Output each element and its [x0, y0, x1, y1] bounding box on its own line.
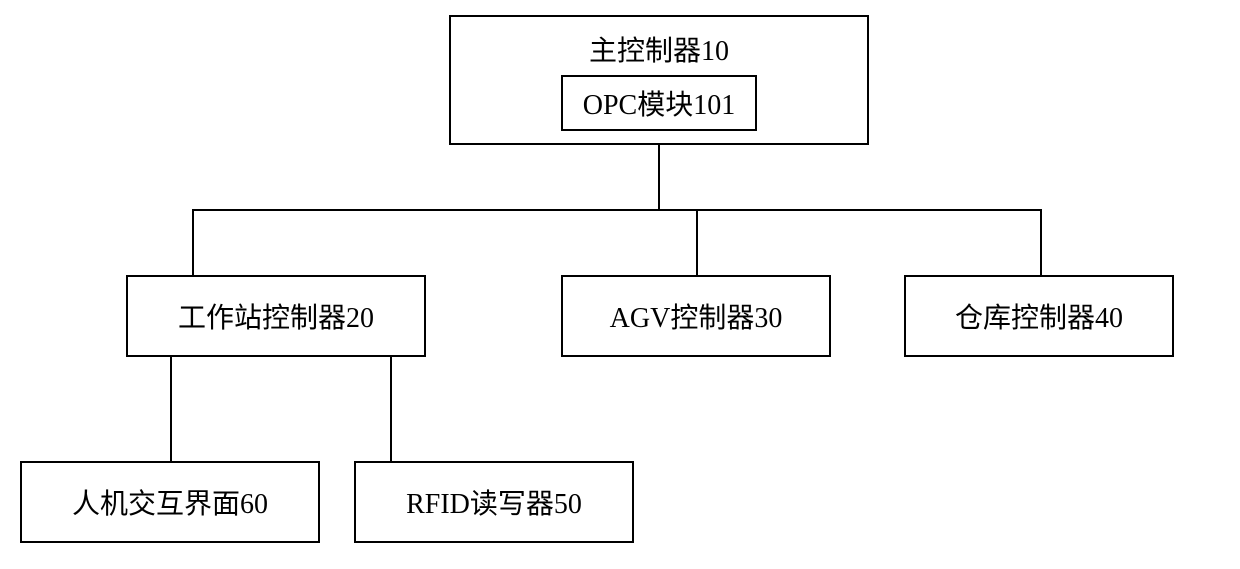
- node-label: 人机交互界面60: [72, 482, 268, 522]
- edge-ws-to-rfid: [390, 357, 392, 461]
- node-label: AGV控制器30: [610, 296, 783, 336]
- edge-drop-workstation: [192, 209, 194, 275]
- system-diagram: 主控制器10 OPC模块101 工作站控制器20 AGV控制器30 仓库控制器4…: [0, 0, 1240, 569]
- node-opc-module: OPC模块101: [561, 75, 757, 131]
- node-agv-controller: AGV控制器30: [561, 275, 831, 357]
- edge-drop-agv: [696, 209, 698, 275]
- edge-main-bus: [192, 209, 1042, 211]
- edge-drop-warehouse: [1040, 209, 1042, 275]
- edge-main-stem: [658, 145, 660, 209]
- node-label: OPC模块101: [583, 90, 735, 121]
- node-warehouse-controller: 仓库控制器40: [904, 275, 1174, 357]
- node-label: 主控制器10: [589, 29, 729, 69]
- node-label: 仓库控制器40: [955, 296, 1123, 336]
- edge-ws-to-hmi: [170, 357, 172, 461]
- node-main-controller: 主控制器10 OPC模块101: [449, 15, 869, 145]
- node-hmi: 人机交互界面60: [20, 461, 320, 543]
- node-label: 工作站控制器20: [178, 296, 374, 336]
- node-label: RFID读写器50: [406, 482, 582, 522]
- node-workstation-controller: 工作站控制器20: [126, 275, 426, 357]
- node-rfid-reader: RFID读写器50: [354, 461, 634, 543]
